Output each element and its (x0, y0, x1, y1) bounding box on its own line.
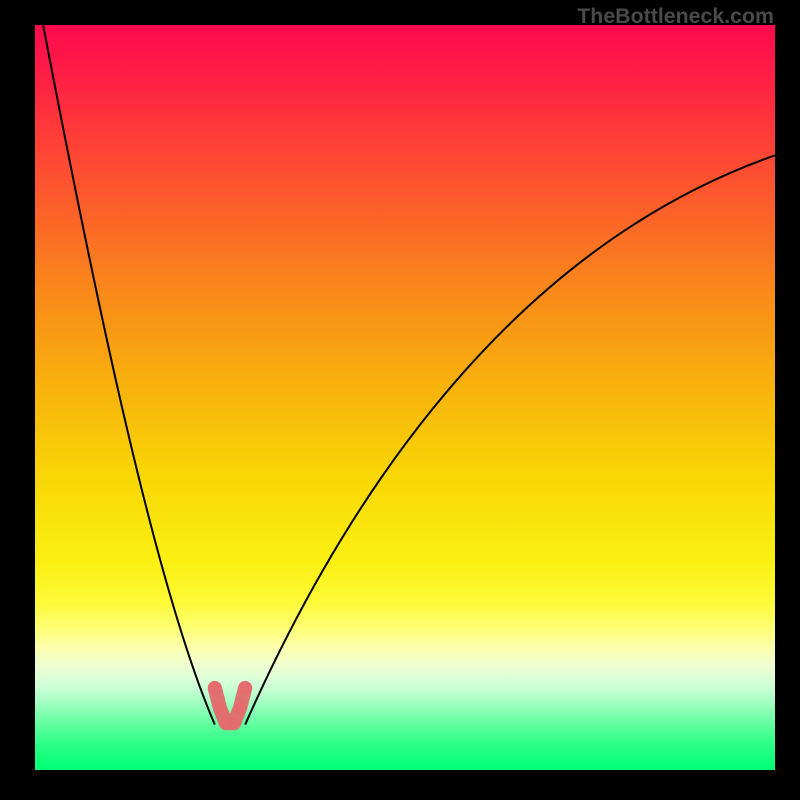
valley-dot (214, 702, 227, 715)
valley-dot (228, 717, 241, 730)
valley-dot (208, 682, 221, 695)
bottleneck-chart (35, 25, 775, 770)
watermark-text: TheBottleneck.com (577, 4, 774, 29)
plot-area (35, 25, 775, 770)
valley-dot (233, 702, 246, 715)
gradient-background (35, 25, 775, 770)
chart-container: TheBottleneck.com (0, 0, 800, 800)
valley-dot (239, 682, 252, 695)
